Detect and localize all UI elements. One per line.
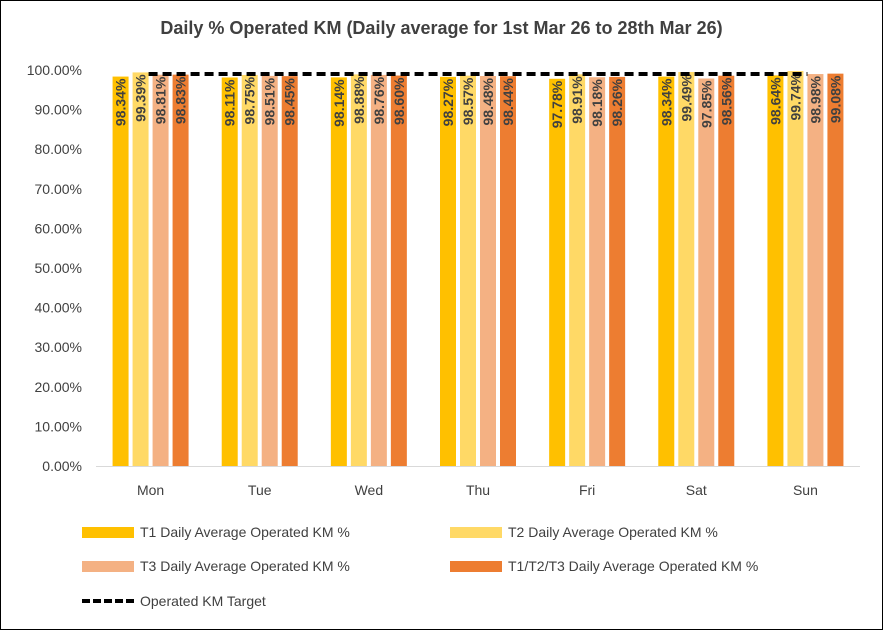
data-label: 98.91%	[569, 76, 585, 124]
bar	[807, 74, 824, 467]
chart-title: Daily % Operated KM (Daily average for 1…	[160, 18, 723, 38]
legend-label-t2: T2 Daily Average Operated KM %	[508, 524, 718, 540]
bar	[787, 71, 804, 466]
y-tick-label: 60.00%	[35, 220, 82, 236]
bar	[658, 76, 675, 466]
data-label: 99.74%	[787, 72, 803, 120]
data-label: 98.75%	[242, 76, 258, 124]
y-tick-label: 90.00%	[35, 102, 82, 118]
data-label: 98.34%	[658, 78, 674, 126]
y-tick-label: 20.00%	[35, 379, 82, 395]
bar	[698, 78, 715, 466]
x-tick-label: Sat	[686, 482, 707, 498]
data-label: 98.14%	[331, 79, 347, 127]
data-label: 98.11%	[222, 79, 238, 126]
bar	[500, 76, 516, 466]
data-label: 98.83%	[173, 76, 189, 124]
legend-label-t3: T3 Daily Average Operated KM %	[140, 558, 350, 574]
legend-item-total: T1/T2/T3 Daily Average Operated KM %	[450, 556, 758, 576]
x-tick-label: Thu	[466, 482, 490, 498]
data-label: 98.34%	[113, 78, 129, 126]
y-tick-label: 30.00%	[35, 339, 82, 355]
y-tick-label: 10.00%	[35, 418, 82, 434]
bar	[281, 76, 298, 466]
bar	[261, 75, 278, 467]
data-label: 99.08%	[827, 75, 843, 123]
y-tick-label: 50.00%	[35, 260, 82, 276]
bar	[718, 75, 735, 467]
data-label: 98.88%	[351, 76, 367, 124]
bars-layer	[112, 71, 844, 467]
data-label: 98.56%	[718, 77, 734, 125]
bar	[330, 77, 347, 466]
data-label: 99.39%	[133, 74, 149, 122]
legend-label-t1: T1 Daily Average Operated KM %	[140, 524, 350, 540]
y-tick-label: 40.00%	[35, 300, 82, 316]
x-tick-label: Mon	[137, 482, 164, 498]
data-label: 98.45%	[282, 78, 298, 126]
data-label: 97.78%	[549, 80, 565, 128]
x-tick-label: Wed	[355, 482, 384, 498]
bar	[241, 74, 258, 466]
legend-label-target: Operated KM Target	[140, 593, 266, 609]
bar	[827, 73, 844, 467]
bar	[350, 74, 367, 466]
legend-swatch-t1	[82, 526, 134, 538]
legend-swatch-total	[450, 560, 502, 572]
bar	[609, 76, 626, 466]
data-label: 98.44%	[500, 78, 516, 126]
bar	[549, 78, 566, 466]
legend-item-t1: T1 Daily Average Operated KM %	[82, 522, 350, 542]
data-label: 98.81%	[153, 76, 169, 124]
bar	[460, 75, 476, 466]
x-tick-label: Sun	[793, 482, 818, 498]
bar	[221, 77, 238, 466]
y-axis: 0.00% 10.00% 20.00% 30.00% 40.00% 50.00% 60.00…	[27, 62, 82, 474]
bar	[390, 75, 407, 466]
bar	[132, 72, 149, 467]
data-label: 98.98%	[807, 75, 823, 123]
bar	[172, 74, 189, 466]
data-label: 98.60%	[391, 77, 407, 125]
bar	[112, 76, 129, 466]
data-label: 98.57%	[460, 77, 476, 125]
data-label: 98.48%	[480, 77, 496, 125]
legend-label-total: T1/T2/T3 Daily Average Operated KM %	[508, 558, 759, 574]
x-tick-label: Fri	[579, 482, 595, 498]
y-tick-label: 80.00%	[35, 141, 82, 157]
data-label: 98.26%	[609, 78, 625, 126]
data-label: 98.18%	[589, 79, 605, 127]
legend-item-t2: T2 Daily Average Operated KM %	[450, 522, 718, 542]
bar	[152, 74, 169, 466]
x-axis: Mon Tue Wed Thu Fri Sat Sun	[96, 466, 860, 498]
y-tick-label: 0.00%	[42, 458, 82, 474]
data-label: 99.49%	[678, 73, 694, 121]
legend-dash-target	[82, 599, 134, 603]
bar	[767, 75, 784, 467]
data-labels-layer: 98.34% 98.11% 98.14% 98.27% 97.78% 98.34% 98.6…	[113, 72, 844, 128]
data-label: 97.85%	[698, 80, 714, 128]
data-label: 98.76%	[371, 76, 387, 124]
y-tick-label: 70.00%	[35, 181, 82, 197]
bar	[589, 77, 606, 466]
data-label: 98.51%	[262, 77, 278, 125]
legend-item-t3: T3 Daily Average Operated KM %	[82, 556, 350, 576]
bar	[440, 76, 456, 466]
y-tick-label: 100.00%	[27, 62, 82, 78]
x-tick-label: Tue	[248, 482, 272, 498]
data-label: 98.64%	[767, 77, 783, 125]
bar	[370, 74, 387, 466]
legend-swatch-t3	[82, 560, 134, 572]
bar	[678, 72, 695, 467]
legend-item-target: Operated KM Target	[82, 591, 266, 611]
legend-swatch-t2	[450, 526, 502, 538]
bar	[569, 74, 586, 466]
bar	[480, 76, 496, 467]
data-label: 98.27%	[440, 78, 456, 126]
